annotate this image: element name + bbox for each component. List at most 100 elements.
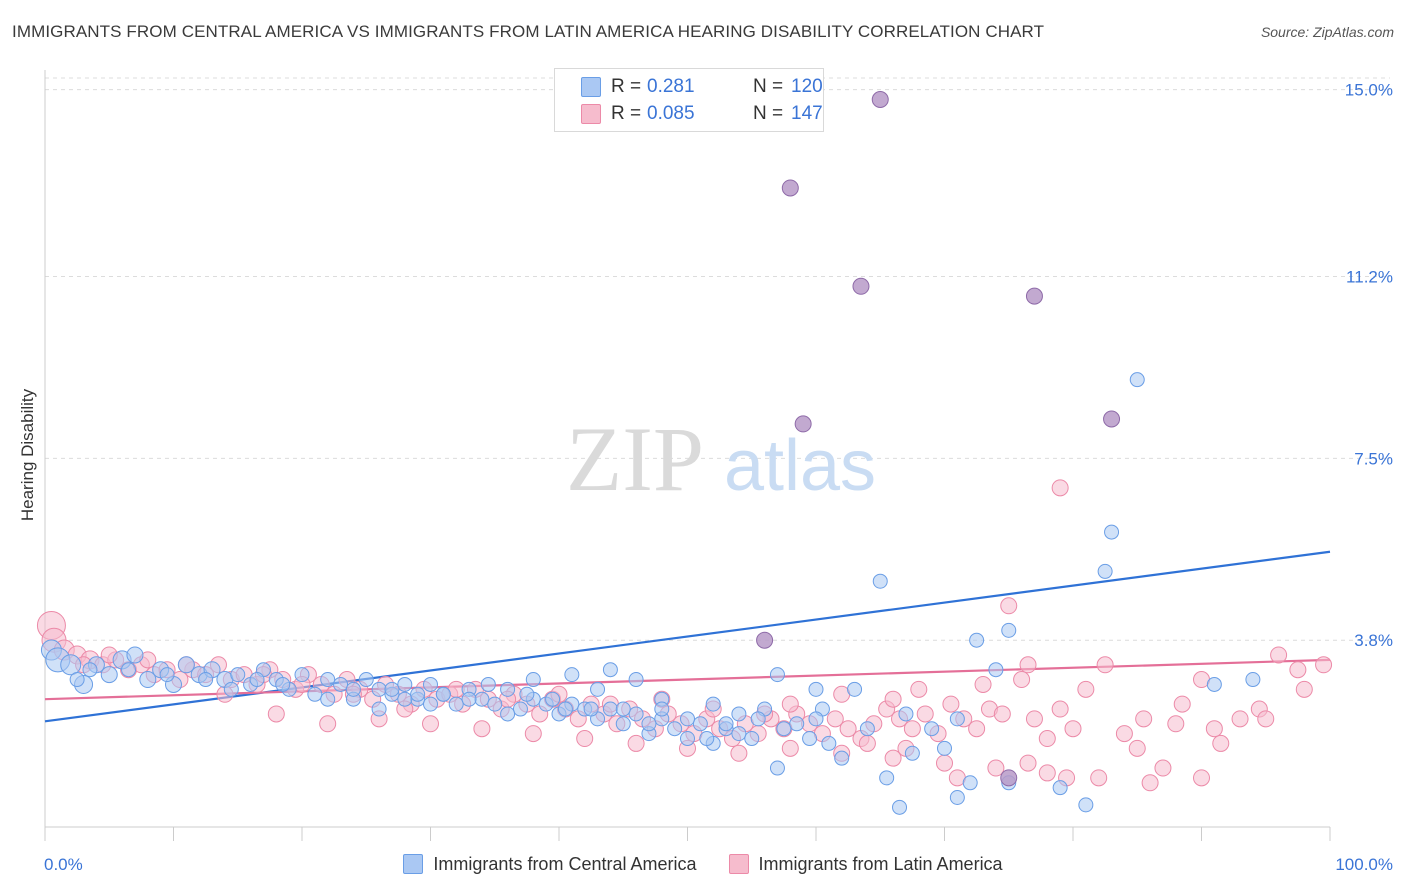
grid-lines <box>45 77 1390 641</box>
data-point-blue <box>1001 622 1017 638</box>
data-point-blue <box>718 716 734 732</box>
n-label: N = <box>753 103 784 124</box>
data-point-blue <box>692 716 708 732</box>
data-point-blue <box>705 696 721 712</box>
data-point-blue <box>898 706 914 722</box>
data-point-blue <box>397 691 413 707</box>
data-point-pink <box>1128 739 1146 757</box>
data-point-blue <box>802 731 818 747</box>
data-point-blue <box>583 701 599 717</box>
data-point-pink <box>422 715 439 733</box>
data-point-blue <box>435 686 451 702</box>
data-point-blue <box>1104 524 1120 540</box>
data-point-pink <box>910 680 928 698</box>
data-point-pink <box>1154 759 1172 777</box>
data-point-blue <box>82 662 98 678</box>
tick-labels: 3.8% 7.5% 11.2% 15.0% 0.0% 100.0% <box>44 81 1393 874</box>
data-point-purple <box>1000 769 1018 787</box>
data-point-purple <box>852 277 870 295</box>
data-point-pink <box>1077 680 1095 698</box>
data-point-blue <box>126 646 144 664</box>
data-point-pink <box>1193 769 1210 787</box>
data-point-blue <box>525 672 541 688</box>
data-point-blue <box>159 667 175 683</box>
data-point-blue <box>988 662 1004 678</box>
data-point-pink <box>1019 656 1037 674</box>
data-point-blue <box>423 696 438 712</box>
data-point-pink <box>1064 720 1082 738</box>
data-point-blue <box>699 731 715 747</box>
data-point-pink <box>1013 671 1031 689</box>
data-point-blue <box>808 711 824 727</box>
data-point-blue <box>557 701 573 717</box>
data-point-blue <box>294 667 310 683</box>
data-point-blue <box>731 706 747 722</box>
data-point-blue <box>307 686 323 702</box>
data-point-blue <box>60 654 82 676</box>
data-point-pink <box>826 710 844 728</box>
data-point-blue <box>448 696 464 712</box>
data-point-pink <box>1051 700 1069 718</box>
data-point-blue <box>480 676 496 692</box>
data-point-blue <box>519 686 535 702</box>
data-point-pink <box>1141 774 1159 792</box>
data-point-pink <box>524 725 542 743</box>
data-point-blue <box>654 701 670 717</box>
data-point-blue <box>423 676 438 692</box>
y-tick-label: 15.0% <box>1345 81 1393 100</box>
data-point-blue <box>177 656 195 674</box>
r-value: 0.085 <box>647 103 695 124</box>
data-point-pink <box>858 734 876 752</box>
data-point-blue <box>615 716 631 732</box>
r-value: 0.281 <box>647 76 695 97</box>
data-point-blue <box>500 681 516 697</box>
data-point-pink <box>1295 680 1313 698</box>
data-point-blue <box>564 667 580 683</box>
n-value: 147 <box>791 103 823 124</box>
data-point-blue <box>641 716 657 732</box>
data-point-pink <box>1000 597 1018 615</box>
data-point-pink <box>1205 720 1223 738</box>
data-point-pink <box>1019 754 1037 772</box>
data-point-pink <box>1038 764 1056 782</box>
r-label: R = <box>611 103 642 124</box>
data-point-blue <box>397 676 413 692</box>
data-point-pink <box>1289 661 1307 679</box>
data-point-blue <box>744 731 760 747</box>
data-point-blue <box>615 701 631 717</box>
data-point-blue <box>384 681 400 697</box>
series-legend: Immigrants from Central America Immigran… <box>0 852 1406 876</box>
data-point-pink <box>1051 479 1069 497</box>
legend-item-latin-america: Immigrants from Latin America <box>728 852 1003 876</box>
data-point-blue <box>121 662 137 678</box>
chart-title: IMMIGRANTS FROM CENTRAL AMERICA VS IMMIG… <box>12 22 1045 41</box>
data-point-blue <box>474 691 490 707</box>
y-tick-label: 3.8% <box>1354 631 1393 650</box>
data-point-pink <box>884 749 902 767</box>
data-point-blue <box>680 731 695 747</box>
data-point-blue <box>230 667 246 683</box>
y-axis-label: Hearing Disability <box>18 388 37 521</box>
data-point-blue <box>769 667 785 683</box>
data-point-blue <box>628 672 644 688</box>
blue-swatch <box>581 77 601 97</box>
data-point-purple <box>781 179 799 197</box>
data-point-blue <box>249 672 265 688</box>
n-value: 120 <box>791 76 823 97</box>
data-point-pink <box>1212 734 1230 752</box>
stats-legend: R = 0.281 N = 120 R = 0.085 N = 147 <box>554 68 824 132</box>
data-point-blue <box>602 701 618 717</box>
data-point-blue <box>1052 780 1068 796</box>
data-point-blue <box>461 691 477 707</box>
data-point-blue <box>590 681 606 697</box>
data-point-blue <box>872 573 888 589</box>
data-point-blue <box>333 676 349 692</box>
data-point-blue <box>1129 372 1145 388</box>
data-point-blue <box>223 681 239 697</box>
data-point-blue <box>198 672 214 688</box>
y-tick-label: 11.2% <box>1346 267 1393 286</box>
data-point-pink <box>1038 730 1056 748</box>
axes <box>44 70 1331 841</box>
data-point-pink <box>267 705 285 723</box>
